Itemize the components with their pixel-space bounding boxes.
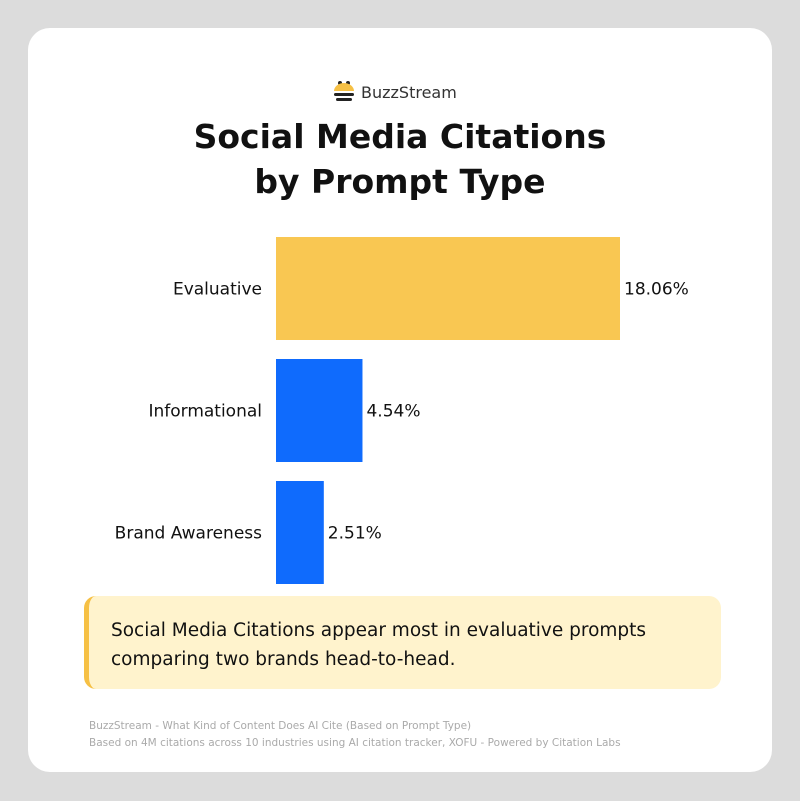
category-label: Informational xyxy=(148,402,262,422)
bee-icon xyxy=(334,81,354,101)
value-label: 18.06% xyxy=(624,280,689,300)
chart-title: Social Media Citations by Prompt Type xyxy=(0,114,800,204)
category-label: Evaluative xyxy=(173,280,262,300)
value-label: 2.51% xyxy=(328,524,382,544)
title-line-2: by Prompt Type xyxy=(254,162,546,201)
buzzstream-logo: BuzzStream xyxy=(333,80,457,104)
source-footer: BuzzStream - What Kind of Content Does A… xyxy=(89,718,621,752)
category-label: Brand Awareness xyxy=(115,524,262,544)
value-label: 4.54% xyxy=(366,402,420,422)
bar-evaluative xyxy=(276,237,620,340)
logo-text: BuzzStream xyxy=(361,82,457,102)
footer-line-1: BuzzStream - What Kind of Content Does A… xyxy=(89,720,472,732)
footer-line-2: Based on 4M citations across 10 industri… xyxy=(89,737,621,749)
callout-box: Social Media Citations appear most in ev… xyxy=(84,596,721,689)
bar-brand-awareness xyxy=(276,481,324,584)
bar-informational xyxy=(276,359,363,462)
title-line-1: Social Media Citations xyxy=(193,117,607,156)
